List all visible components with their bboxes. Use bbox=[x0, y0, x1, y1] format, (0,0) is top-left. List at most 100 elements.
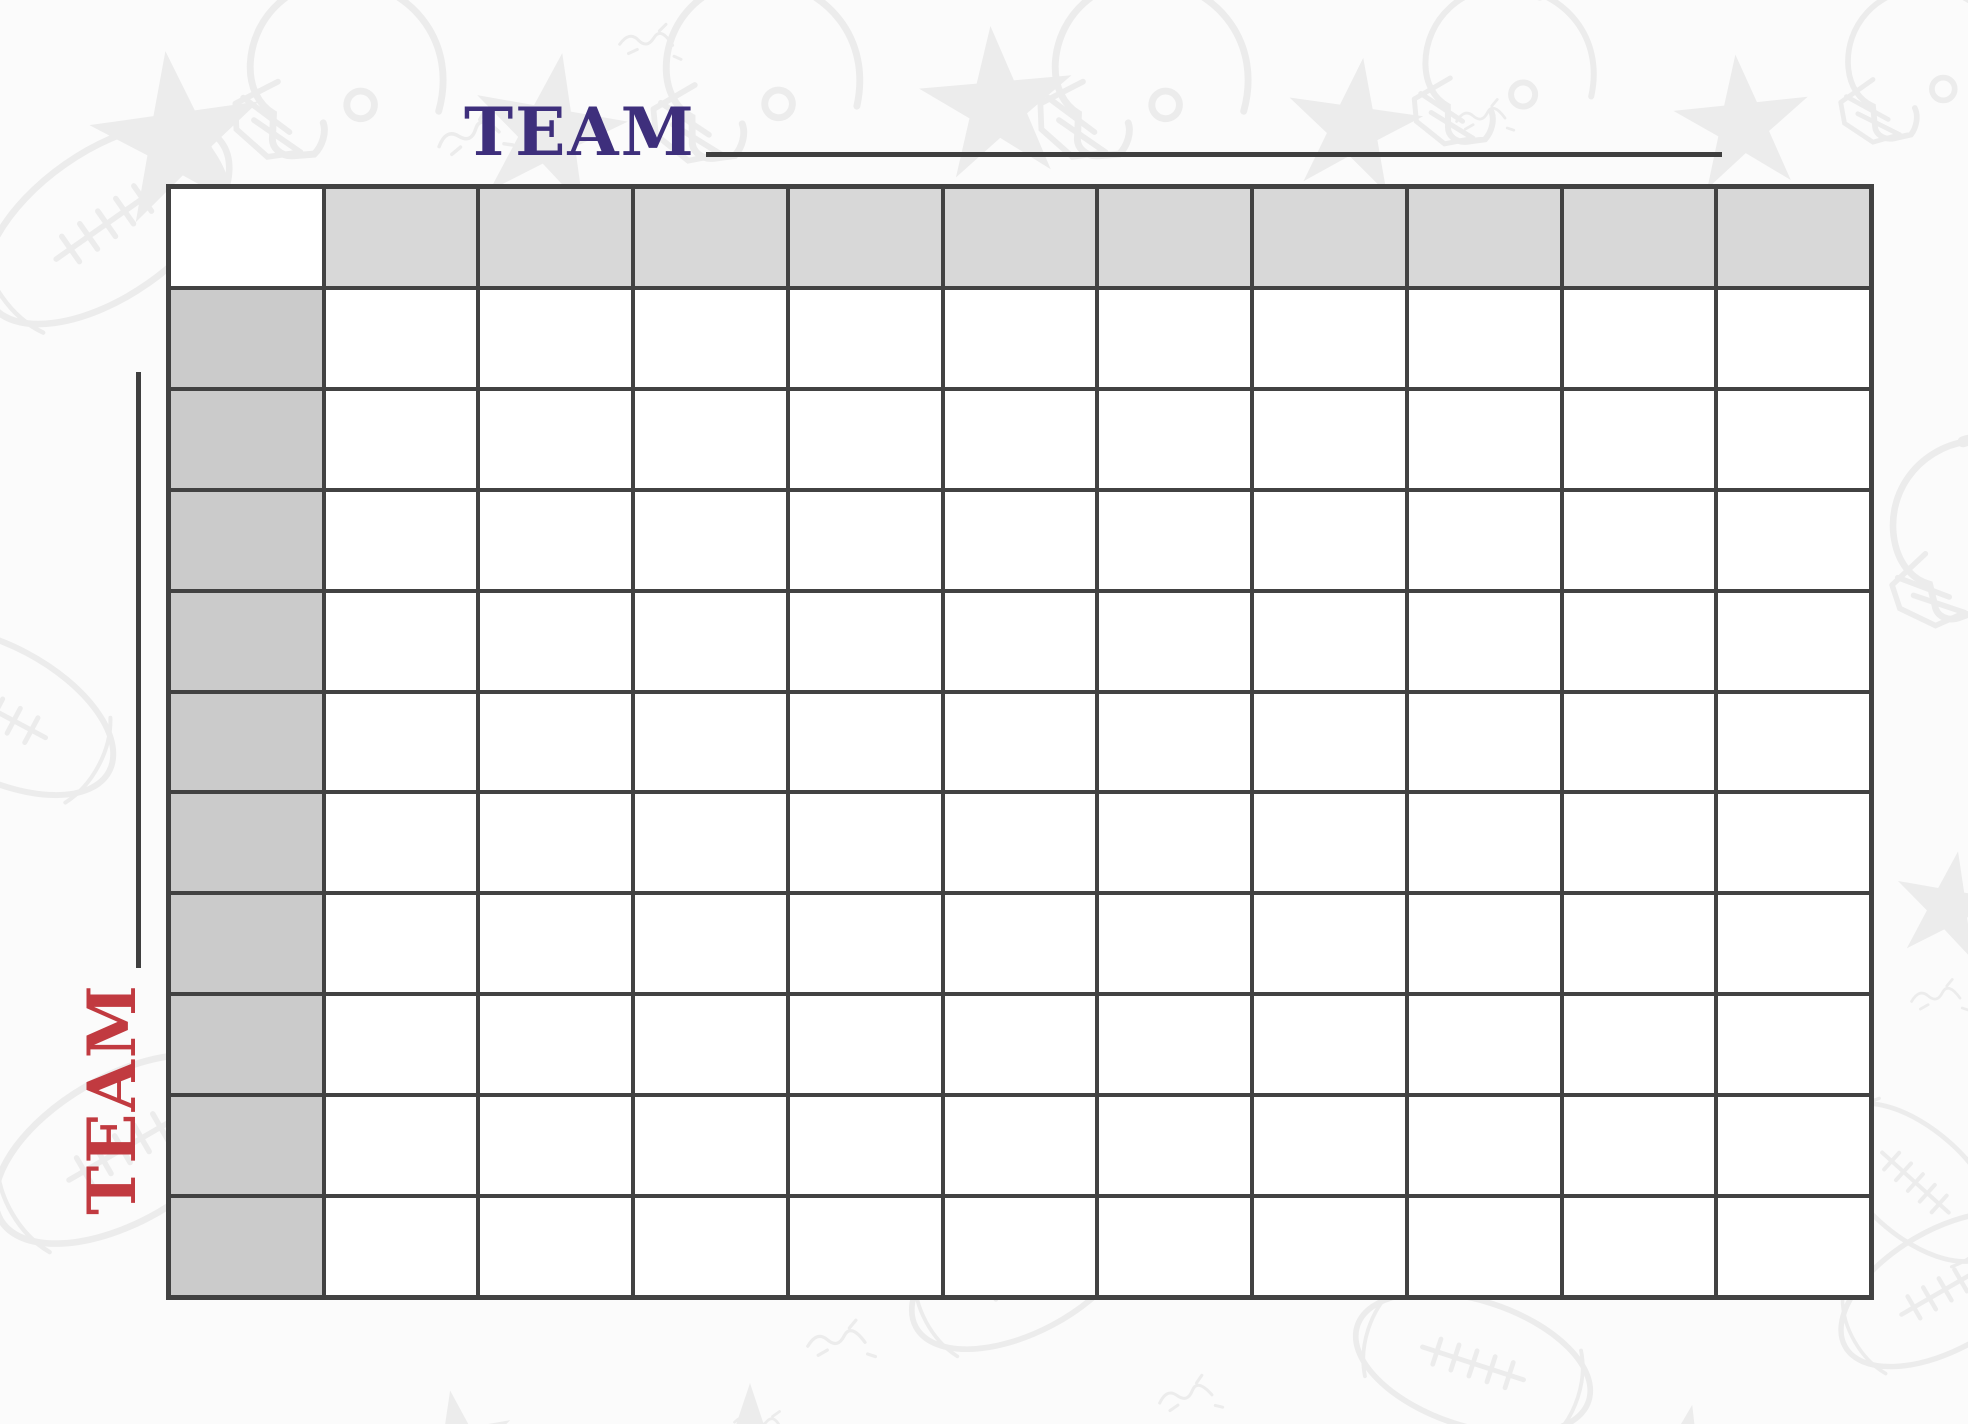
square-cell[interactable] bbox=[789, 693, 941, 791]
square-cell[interactable] bbox=[1563, 895, 1715, 993]
square-cell[interactable] bbox=[944, 390, 1096, 488]
square-cell[interactable] bbox=[789, 592, 941, 690]
top-team-name-line[interactable] bbox=[706, 152, 1722, 157]
column-header-cell[interactable] bbox=[480, 189, 632, 286]
square-cell[interactable] bbox=[1099, 491, 1251, 589]
square-cell[interactable] bbox=[480, 390, 632, 488]
square-cell[interactable] bbox=[789, 390, 941, 488]
square-cell[interactable] bbox=[1563, 390, 1715, 488]
row-header-cell[interactable] bbox=[171, 693, 322, 791]
left-team-name-line[interactable] bbox=[136, 372, 141, 968]
square-cell[interactable] bbox=[1254, 390, 1405, 488]
column-header-cell[interactable] bbox=[635, 189, 786, 286]
square-cell[interactable] bbox=[325, 794, 477, 892]
square-cell[interactable] bbox=[1254, 289, 1405, 387]
square-cell[interactable] bbox=[635, 895, 786, 993]
square-cell[interactable] bbox=[789, 491, 941, 589]
square-cell[interactable] bbox=[635, 390, 786, 488]
square-cell[interactable] bbox=[944, 693, 1096, 791]
square-cell[interactable] bbox=[635, 1198, 786, 1295]
square-cell[interactable] bbox=[789, 1198, 941, 1295]
square-cell[interactable] bbox=[1254, 693, 1405, 791]
row-header-cell[interactable] bbox=[171, 794, 322, 892]
square-cell[interactable] bbox=[1718, 895, 1869, 993]
square-cell[interactable] bbox=[1099, 996, 1251, 1094]
column-header-cell[interactable] bbox=[1563, 189, 1715, 286]
square-cell[interactable] bbox=[325, 1097, 477, 1195]
row-header-cell[interactable] bbox=[171, 390, 322, 488]
square-cell[interactable] bbox=[1099, 895, 1251, 993]
square-cell[interactable] bbox=[1408, 390, 1560, 488]
row-header-cell[interactable] bbox=[171, 895, 322, 993]
square-cell[interactable] bbox=[480, 491, 632, 589]
square-cell[interactable] bbox=[1718, 693, 1869, 791]
row-header-cell[interactable] bbox=[171, 996, 322, 1094]
square-cell[interactable] bbox=[1099, 390, 1251, 488]
square-cell[interactable] bbox=[480, 895, 632, 993]
square-cell[interactable] bbox=[1254, 895, 1405, 993]
column-header-cell[interactable] bbox=[1099, 189, 1251, 286]
column-header-cell[interactable] bbox=[1408, 189, 1560, 286]
square-cell[interactable] bbox=[944, 895, 1096, 993]
square-cell[interactable] bbox=[944, 996, 1096, 1094]
square-cell[interactable] bbox=[480, 289, 632, 387]
square-cell[interactable] bbox=[325, 693, 477, 791]
square-cell[interactable] bbox=[1254, 794, 1405, 892]
square-cell[interactable] bbox=[944, 289, 1096, 387]
square-cell[interactable] bbox=[1254, 1198, 1405, 1295]
square-cell[interactable] bbox=[1099, 1097, 1251, 1195]
column-header-cell[interactable] bbox=[325, 189, 477, 286]
square-cell[interactable] bbox=[635, 592, 786, 690]
square-cell[interactable] bbox=[325, 491, 477, 589]
square-cell[interactable] bbox=[480, 1097, 632, 1195]
column-header-cell[interactable] bbox=[944, 189, 1096, 286]
square-cell[interactable] bbox=[1408, 592, 1560, 690]
column-header-cell[interactable] bbox=[1254, 189, 1405, 286]
square-cell[interactable] bbox=[1563, 1198, 1715, 1295]
square-cell[interactable] bbox=[1718, 996, 1869, 1094]
square-cell[interactable] bbox=[1563, 996, 1715, 1094]
square-cell[interactable] bbox=[1254, 592, 1405, 690]
square-cell[interactable] bbox=[789, 895, 941, 993]
column-header-cell[interactable] bbox=[789, 189, 941, 286]
square-cell[interactable] bbox=[635, 491, 786, 589]
square-cell[interactable] bbox=[1099, 592, 1251, 690]
square-cell[interactable] bbox=[944, 491, 1096, 589]
square-cell[interactable] bbox=[1408, 693, 1560, 791]
square-cell[interactable] bbox=[325, 592, 477, 690]
square-cell[interactable] bbox=[480, 693, 632, 791]
square-cell[interactable] bbox=[1563, 794, 1715, 892]
square-cell[interactable] bbox=[1718, 1198, 1869, 1295]
square-cell[interactable] bbox=[789, 289, 941, 387]
square-cell[interactable] bbox=[1718, 390, 1869, 488]
square-cell[interactable] bbox=[1563, 1097, 1715, 1195]
square-cell[interactable] bbox=[1718, 289, 1869, 387]
row-header-cell[interactable] bbox=[171, 1097, 322, 1195]
square-cell[interactable] bbox=[1408, 996, 1560, 1094]
square-cell[interactable] bbox=[480, 592, 632, 690]
square-cell[interactable] bbox=[1718, 1097, 1869, 1195]
square-cell[interactable] bbox=[789, 996, 941, 1094]
square-cell[interactable] bbox=[1099, 1198, 1251, 1295]
square-cell[interactable] bbox=[1563, 491, 1715, 589]
square-cell[interactable] bbox=[325, 1198, 477, 1295]
square-cell[interactable] bbox=[1408, 794, 1560, 892]
square-cell[interactable] bbox=[1099, 289, 1251, 387]
square-cell[interactable] bbox=[944, 592, 1096, 690]
square-cell[interactable] bbox=[480, 1198, 632, 1295]
square-cell[interactable] bbox=[325, 390, 477, 488]
square-cell[interactable] bbox=[325, 895, 477, 993]
square-cell[interactable] bbox=[1718, 491, 1869, 589]
square-cell[interactable] bbox=[944, 794, 1096, 892]
row-header-cell[interactable] bbox=[171, 592, 322, 690]
square-cell[interactable] bbox=[635, 1097, 786, 1195]
column-header-cell[interactable] bbox=[1718, 189, 1869, 286]
square-cell[interactable] bbox=[635, 289, 786, 387]
square-cell[interactable] bbox=[1563, 693, 1715, 791]
row-header-cell[interactable] bbox=[171, 491, 322, 589]
square-cell[interactable] bbox=[635, 996, 786, 1094]
corner-cell[interactable] bbox=[171, 189, 322, 286]
square-cell[interactable] bbox=[1099, 794, 1251, 892]
square-cell[interactable] bbox=[1718, 592, 1869, 690]
square-cell[interactable] bbox=[789, 1097, 941, 1195]
